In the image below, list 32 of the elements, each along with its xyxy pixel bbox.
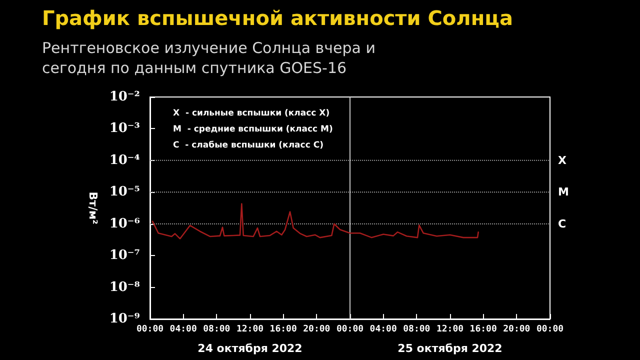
x-tick-label: 12:00 xyxy=(236,324,264,334)
ref-line-label: M xyxy=(558,186,569,199)
y-tick-label: 10⁻⁴ xyxy=(109,152,140,168)
x-tick-label: 04:00 xyxy=(370,324,397,334)
y-tick-label: 10⁻⁸ xyxy=(109,280,140,295)
y-tick-label: 10⁻² xyxy=(109,90,140,104)
x-tick-label: 08:00 xyxy=(403,324,430,334)
x-tick-label: 08:00 xyxy=(203,324,230,334)
x-tick-label: 16:00 xyxy=(270,324,297,334)
x-tick-label: 00:00 xyxy=(336,324,364,334)
x-tick-label: 12:00 xyxy=(436,324,464,334)
y-tick-label: 10⁻⁶ xyxy=(109,216,140,232)
x-tick-label: 16:00 xyxy=(470,324,497,334)
ref-line-label: C xyxy=(558,217,566,230)
text: 24 октября 2022 xyxy=(198,342,302,355)
annotation: X - сильные вспышки (класс X) xyxy=(173,108,330,118)
chart-subtitle: Рентгеновское излучение Солнца вчера и сегодня по данным спутника GOES-16 xyxy=(42,39,380,77)
chart-title: График вспышечной активности Солнца xyxy=(42,6,513,30)
y-axis-title: Вт/м² xyxy=(86,192,100,224)
annotation: M - средние вспышки (класс M) xyxy=(173,124,333,134)
y-tick-label: 10⁻⁷ xyxy=(109,248,140,264)
line-series xyxy=(152,203,479,240)
y-tick-label: 10⁻³ xyxy=(109,121,140,136)
ref-line-label: X xyxy=(558,154,567,167)
x-tick-label: 20:00 xyxy=(303,324,330,334)
y-tick-label: 10⁻⁵ xyxy=(109,184,140,200)
x-tick-label: 00:00 xyxy=(536,324,564,334)
x-tick-label: 00:00 xyxy=(136,324,164,334)
x-tick-label: 20:00 xyxy=(503,324,530,334)
x-tick-label: 04:00 xyxy=(170,324,197,334)
text: 25 октября 2022 xyxy=(398,342,502,355)
annotation: C - слабые вспышки (класс C) xyxy=(173,140,324,150)
